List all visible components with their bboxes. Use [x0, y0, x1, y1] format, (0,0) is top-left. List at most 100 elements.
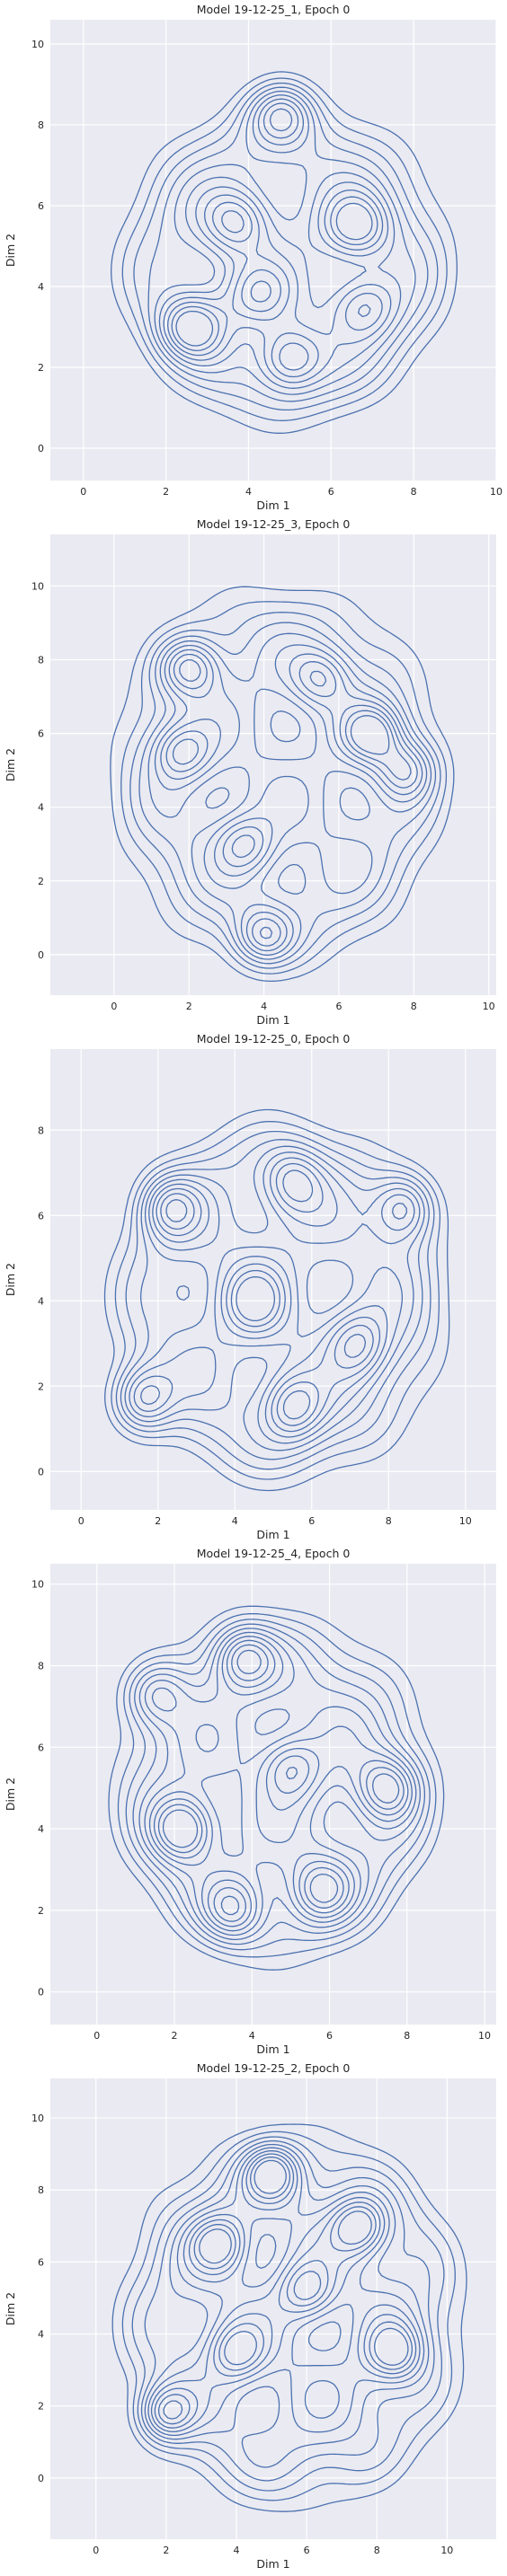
contour-level-3: [131, 2136, 445, 2492]
panel-1: 0 2 4 6 8 10 0 2 4 6 8 10 Model 19-12-25_1, Epoch 0 D…: [4, 3, 503, 512]
contour-level-10: [165, 1199, 367, 1420]
contour-level-6: [158, 94, 402, 389]
y-tick-label: 6: [38, 1210, 44, 1222]
y-tick-label: 4: [38, 2329, 44, 2341]
y-tick-label: 8: [38, 1660, 44, 1672]
contour-lines: [108, 1605, 445, 1971]
x-tick-label: 4: [232, 1515, 238, 1527]
chart-title: Model 19-12-25_3, Epoch 0: [197, 517, 351, 531]
contour-level-8: [139, 1162, 408, 1433]
x-tick-label: 6: [326, 2030, 333, 2042]
y-tick-label: 4: [38, 281, 44, 293]
plot-area: [50, 20, 496, 481]
plot-area: [50, 534, 496, 995]
y-tick-label: 6: [38, 2256, 44, 2268]
y-tick-label: 8: [38, 119, 44, 131]
chart-title: Model 19-12-25_1, Epoch 0: [197, 3, 351, 16]
x-tick-label: 0: [93, 2545, 99, 2556]
x-tick-label: 6: [335, 1001, 342, 1012]
y-tick-label: 4: [38, 1295, 44, 1307]
y-axis-label: Dim 2: [4, 1263, 17, 1296]
contour-level-6: [147, 2147, 425, 2437]
x-tick-label: 6: [328, 486, 334, 498]
x-tick-label: 8: [374, 2545, 380, 2556]
x-tick-label: 10: [440, 2545, 453, 2556]
y-tick-label: 4: [38, 1823, 44, 1835]
contour-level-6: [144, 1631, 417, 1936]
y-tick-label: 8: [38, 2184, 44, 2196]
panel-4: 0 2 4 6 8 10 0 2 4 6 8 10 Model 19-12-25_4, Epoch 0 D…: [4, 1547, 496, 2056]
y-tick-label: 2: [38, 1381, 44, 1392]
contour-level-10: [350, 715, 390, 755]
contour-level-9: [157, 1644, 405, 1922]
x-tick-label: 8: [411, 1001, 417, 1012]
contour-level-2: [121, 2130, 456, 2501]
x-axis-label: Dim 1: [256, 1528, 289, 1541]
y-tick-label: 0: [38, 1466, 44, 1478]
y-tick-label: 0: [38, 2473, 44, 2484]
x-axis-label: Dim 1: [256, 2557, 289, 2571]
contour-level-1: [111, 2123, 467, 2512]
contour-level-3: [129, 612, 441, 969]
contour-level-10: [163, 2159, 409, 2420]
y-axis-label: Dim 2: [4, 1778, 17, 1811]
x-tick-label: 2: [163, 486, 169, 498]
contour-lines: [103, 1108, 450, 1492]
x-tick-label: 4: [245, 486, 252, 498]
contour-level-7: [133, 1157, 415, 1438]
y-axis-label: Dim 2: [4, 2292, 17, 2325]
contour-level-8: [153, 1639, 409, 1928]
y-tick-label: 4: [38, 802, 44, 814]
contour-level-7: [150, 2150, 421, 2433]
x-tick-label: 4: [261, 1001, 267, 1012]
x-axis-label: Dim 1: [256, 1013, 289, 1027]
contour-level-7: [163, 98, 392, 384]
y-tick-label: 8: [38, 655, 44, 666]
x-tick-label: 6: [308, 1515, 315, 1527]
x-tick-label: 0: [93, 2030, 100, 2042]
x-tick-label: 8: [411, 486, 417, 498]
contour-level-10: [175, 202, 373, 347]
chart-title: Model 19-12-25_2, Epoch 0: [197, 2061, 351, 2075]
y-tick-label: 0: [38, 949, 44, 961]
contour-level-3: [133, 82, 439, 411]
y-tick-label: 0: [38, 443, 44, 454]
contour-level-9: [160, 1169, 374, 1426]
y-tick-label: 2: [38, 1905, 44, 1917]
x-tick-label: 4: [233, 2545, 239, 2556]
x-tick-label: 0: [111, 1001, 117, 1012]
x-tick-label: 10: [478, 2030, 491, 2042]
contour-level-10: [162, 1649, 400, 1916]
contour-level-4: [120, 1139, 430, 1460]
contour-lines: [111, 2123, 467, 2512]
contour-lines: [111, 71, 458, 434]
x-axis-label: Dim 1: [256, 2042, 289, 2056]
contour-level-3: [125, 1619, 431, 1951]
y-tick-label: 2: [38, 362, 44, 374]
contour-level-8: [154, 2153, 417, 2429]
x-tick-label: 10: [490, 486, 503, 498]
x-tick-label: 8: [386, 1515, 392, 1527]
contour-level-2: [121, 77, 448, 421]
chart-title: Model 19-12-25_4, Epoch 0: [197, 1547, 351, 1560]
contour-level-2: [117, 1612, 437, 1958]
contour-level-7: [148, 1636, 413, 1932]
panel-3: 0 2 4 6 8 10 0 2 4 6 8 Model 19-12-25_0, Epoch 0 Dim…: [4, 1032, 496, 1541]
contour-level-5: [138, 1628, 422, 1941]
x-tick-label: 2: [172, 2030, 178, 2042]
y-tick-label: 0: [38, 1987, 44, 1998]
contour-level-5: [144, 2143, 430, 2468]
contour-level-1: [110, 586, 455, 983]
contour-level-1: [111, 71, 458, 434]
y-tick-label: 2: [38, 876, 44, 887]
contour-level-4: [132, 1623, 426, 1945]
y-tick-label: 10: [31, 580, 44, 592]
contour-level-7: [160, 648, 423, 952]
contour-level-4: [147, 86, 429, 402]
x-tick-label: 8: [404, 2030, 410, 2042]
contour-lines: [110, 586, 455, 983]
contour-level-1: [108, 1605, 445, 1971]
x-tick-label: 10: [483, 1001, 495, 1012]
x-tick-label: 6: [304, 2545, 310, 2556]
